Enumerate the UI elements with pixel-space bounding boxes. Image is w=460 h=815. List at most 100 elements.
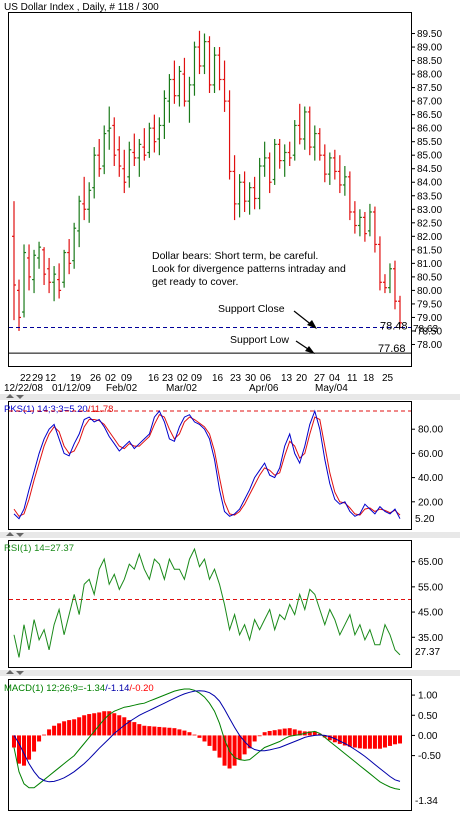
ohlc-bar — [122, 149, 127, 194]
macd-histogram-bar — [257, 735, 262, 737]
x-day-label: 09 — [191, 373, 203, 384]
price-tick-label: 78.50 — [417, 326, 442, 337]
macd-histogram-bar — [47, 729, 52, 736]
rsi-tick-label: 35.00 — [418, 633, 443, 644]
macd-histogram-bar — [212, 735, 217, 751]
x-day-label: 19 — [70, 373, 82, 384]
macd-histogram-bar — [322, 735, 327, 738]
ohlc-bar — [398, 295, 402, 329]
stochastic-d-header: /11.78 — [88, 404, 114, 415]
macd-histogram-bar — [52, 725, 57, 736]
price-tick-label: 79.00 — [417, 313, 442, 324]
macd-histogram-bar — [247, 735, 252, 749]
macd-histogram-bar — [352, 735, 357, 748]
price-tick-label: 83.00 — [417, 205, 442, 216]
price-tick-label: 81.00 — [417, 259, 442, 270]
ohlc-bar — [377, 236, 382, 291]
collapse-down-icon[interactable] — [16, 671, 24, 675]
x-day-label: 12 — [45, 373, 57, 384]
ohlc-bar — [257, 157, 262, 210]
stochastic-tick-label: 80.00 — [418, 425, 443, 436]
collapse-up-icon[interactable] — [6, 394, 14, 398]
ohlc-bar — [282, 144, 287, 177]
macd-histogram-bar — [262, 732, 267, 736]
ohlc-bar — [37, 241, 42, 269]
annotation-line-2: Look for divergence patterns intraday an… — [152, 263, 346, 275]
macd-histogram-bar — [287, 728, 292, 736]
ohlc-bar — [222, 60, 227, 112]
ohlc-bar — [67, 239, 72, 275]
splitter-1[interactable] — [0, 394, 460, 400]
ohlc-bar — [152, 114, 157, 153]
macd-histogram-bar — [11, 735, 17, 748]
macd-histogram-bar — [177, 729, 182, 736]
ohlc-bar — [167, 74, 172, 123]
ohlc-bar — [332, 149, 337, 180]
ohlc-bar — [267, 152, 272, 194]
macd-histogram-bar — [142, 725, 147, 736]
ohlc-bar — [62, 249, 67, 288]
macd-histogram-bar — [147, 726, 152, 736]
ohlc-bar — [347, 171, 352, 221]
macd-histogram-bar — [337, 735, 342, 744]
ohlc-bar — [22, 244, 27, 318]
ohlc-bar — [52, 266, 57, 302]
macd-tick-label: 0.50 — [418, 711, 438, 722]
splitter-bar[interactable] — [0, 394, 460, 400]
rsi-y-axis: 65.00 55.00 45.00 35.00 — [411, 557, 443, 644]
ohlc-bar — [147, 122, 152, 158]
price-tick-label: 87.50 — [417, 83, 442, 94]
x-day-label: 04 — [329, 373, 341, 384]
support-close-value: 78.48 — [380, 320, 408, 332]
macd-histogram-bar — [157, 726, 162, 736]
price-tick-label: 84.00 — [417, 178, 442, 189]
macd-histogram-bar — [97, 712, 102, 736]
x-day-label: 29 — [32, 373, 44, 384]
x-day-label: 30 — [245, 373, 257, 384]
ohlc-bar — [102, 125, 107, 175]
stochastic-y-axis: 80.00 60.00 40.00 20.00 — [411, 425, 443, 508]
splitter-bar[interactable] — [0, 532, 460, 538]
macd-histogram-bar — [187, 732, 192, 736]
macd-histogram-bar — [267, 730, 272, 736]
stochastic-panel: PKS(1) 14;3;3=5.20/11.78 80.00 60.00 40.00… — [4, 401, 443, 530]
x-month-label: 12/22/08 — [4, 383, 43, 394]
x-day-label: 02 — [105, 373, 117, 384]
macd-histogram-bar — [172, 728, 177, 736]
ohlc-bar — [77, 195, 82, 248]
ohlc-bar — [127, 141, 132, 188]
macd-histogram-bar — [27, 735, 32, 760]
collapse-down-icon[interactable] — [16, 533, 24, 537]
ohlc-bar — [177, 65, 182, 107]
collapse-up-icon[interactable] — [6, 670, 14, 674]
ohlc-bar — [362, 211, 367, 242]
macd-histogram-bar — [237, 735, 242, 760]
price-tick-label: 85.00 — [417, 151, 442, 162]
macd-histogram-bar — [357, 735, 362, 749]
ohlc-bar — [192, 41, 197, 96]
macd-last-value: -1.34 — [415, 796, 438, 807]
collapse-up-icon[interactable] — [6, 532, 14, 536]
macd-header-hist: /-0.20 — [129, 683, 153, 694]
rsi-tick-label: 55.00 — [418, 582, 443, 593]
stochastic-d-line — [13, 414, 401, 517]
macd-histogram-bar — [137, 724, 142, 736]
splitter-2[interactable] — [0, 532, 460, 538]
price-panel: US Dollar Index , Daily, # 118 / 300 89.… — [4, 2, 442, 394]
splitter-bar[interactable] — [0, 670, 460, 676]
price-tick-label: 88.00 — [417, 70, 442, 81]
x-axis-labels: 22 29 12 19 26 02 09 16 23 02 09 16 23 30 06 13 20 27 04 11… — [4, 373, 394, 394]
rsi-line — [13, 547, 401, 658]
stochastic-tick-label: 60.00 — [418, 449, 443, 460]
splitter-3[interactable] — [0, 670, 460, 676]
price-tick-label: 88.50 — [417, 56, 442, 67]
collapse-down-icon[interactable] — [16, 395, 24, 399]
rsi-panel: RSI(1) 14=27.37 65.00 55.00 45.00 35.00 27.… — [4, 540, 443, 668]
ohlc-bar — [107, 106, 112, 150]
ohlc-bar — [297, 103, 302, 145]
price-tick-label: 79.50 — [417, 299, 442, 310]
ohlc-bar — [342, 166, 347, 196]
price-tick-label: 82.50 — [417, 218, 442, 229]
ohlc-bar — [227, 90, 232, 180]
rsi-last-value: 27.37 — [415, 647, 440, 658]
